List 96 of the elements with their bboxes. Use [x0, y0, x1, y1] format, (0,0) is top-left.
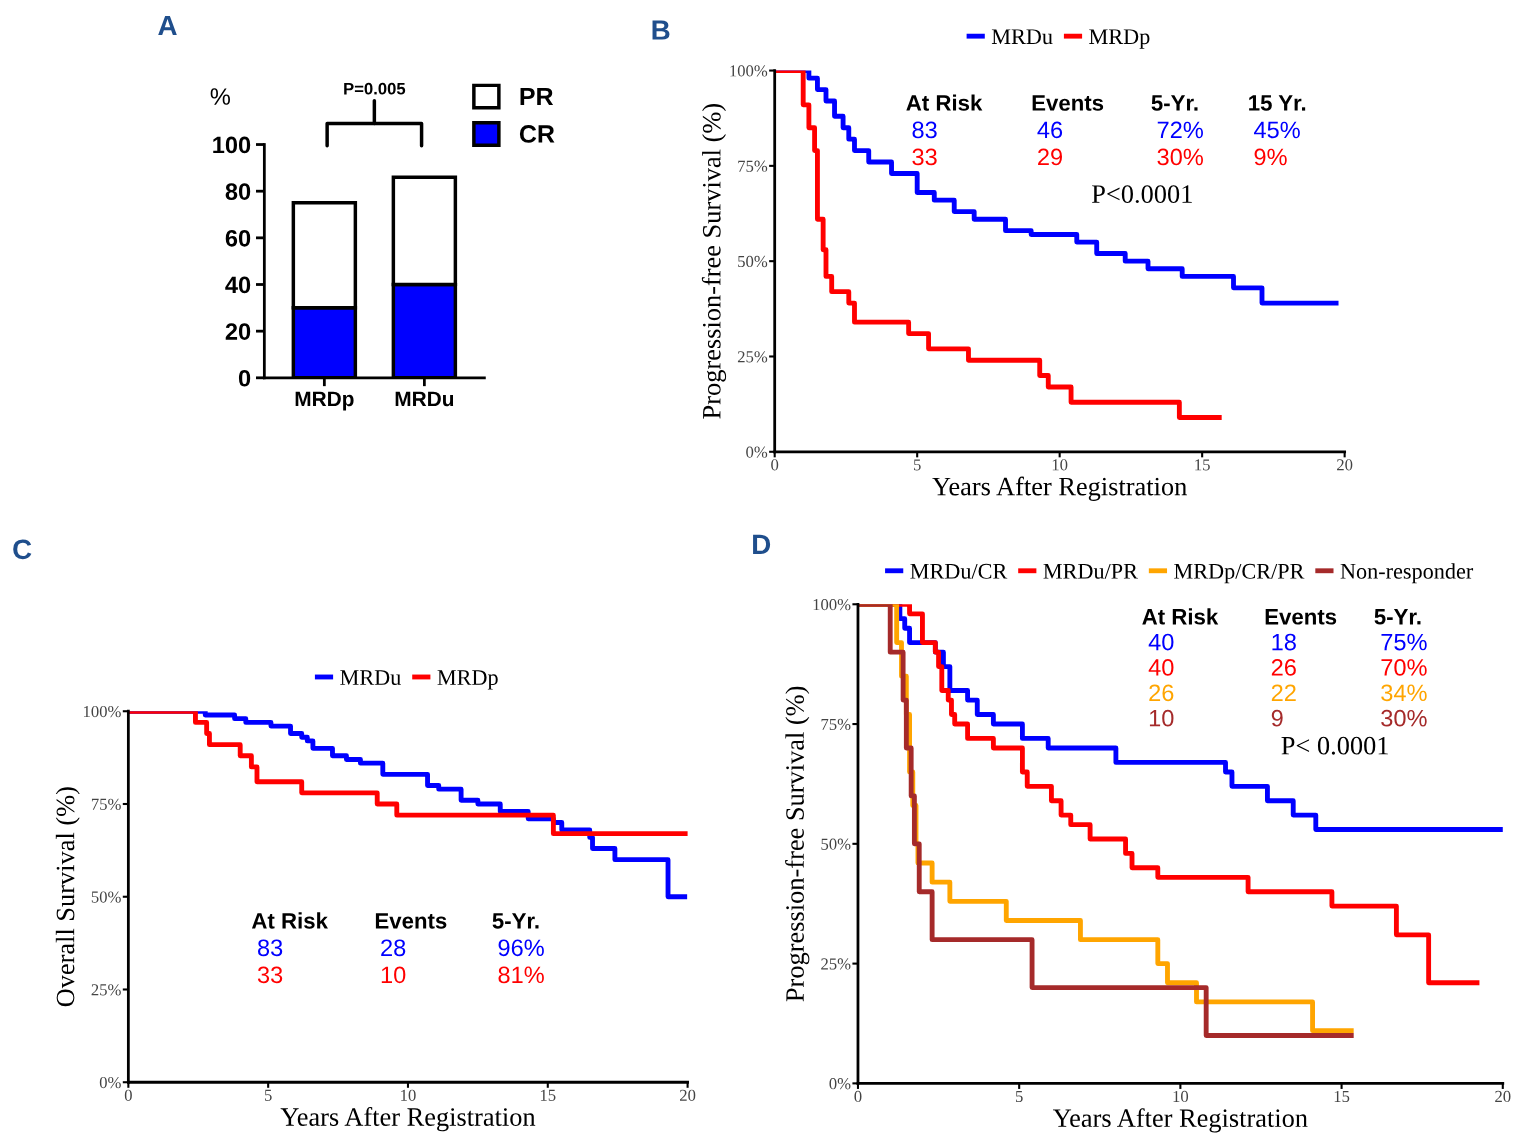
annotation: Events [1032, 95, 1104, 111]
y-tick-label: 40 [225, 276, 251, 294]
x-axis-title: Years After Registration [932, 476, 1187, 501]
annotation: 33 [257, 966, 283, 984]
y-tick-label: 0% [829, 1078, 851, 1090]
x-tick-label: 20 [1337, 459, 1353, 471]
annotation: 5-Yr. [1151, 95, 1198, 111]
annotation: Events [375, 913, 447, 929]
y-tick-label: 75% [821, 718, 851, 731]
y-axis-title: % [210, 88, 230, 105]
y-tick-label: 50% [821, 838, 851, 850]
y-tick-label: 25% [821, 958, 851, 970]
text: P=0.005 [344, 82, 406, 95]
chart-title: A [158, 15, 177, 36]
annotation: 15 Yr. [1249, 95, 1306, 111]
x-tick-label: 0 [854, 1090, 862, 1103]
x-tick-label: 5 [913, 459, 921, 471]
x-tick-label: 5 [264, 1089, 272, 1101]
x-tick-label: 15 [1195, 459, 1210, 471]
annotation: P<0.0001 [1092, 185, 1192, 204]
y-tick-label: 20 [225, 323, 251, 340]
annotation: 26 [1149, 684, 1174, 702]
annotation: 9% [1254, 148, 1287, 166]
y-tick-label: 60 [225, 229, 251, 247]
x-tick-label: 0 [771, 459, 779, 471]
annotation: 81% [498, 966, 544, 984]
chart-title: C [13, 539, 32, 560]
y-tick-label: 80 [225, 183, 251, 200]
y-tick-label: 75% [91, 798, 121, 810]
annotation: 83 [258, 939, 283, 957]
annotation: 96% [498, 939, 544, 957]
annotation: 75% [1381, 633, 1427, 651]
y-tick-label: 100% [813, 598, 851, 611]
legend-label: MRDu/PR [1043, 563, 1138, 579]
y-tick-label: 25% [91, 984, 121, 996]
y-tick-label: 25% [737, 351, 768, 363]
annotation: 30% [1157, 148, 1203, 166]
annotation: 46 [1037, 121, 1063, 139]
x-tick-label: 15 [540, 1089, 556, 1101]
chart-title: D [753, 534, 771, 554]
x-tick-label: 20 [1495, 1090, 1511, 1103]
annotation: 10 [1149, 709, 1174, 727]
annotation: 28 [381, 939, 406, 957]
legend-label: MRDp [437, 670, 498, 690]
legend-label: MRDu [991, 29, 1053, 45]
annotation: 83 [912, 121, 937, 139]
annotation: 5-Yr. [492, 913, 539, 929]
annotation: 26 [1271, 659, 1296, 676]
x-axis-title: Years After Registration [280, 1107, 536, 1132]
legend-label: MRDu/CR [910, 563, 1008, 579]
annotation: At Risk [251, 912, 328, 929]
legend-label: MRDp [1089, 29, 1150, 49]
annotation: Events [1265, 609, 1337, 625]
y-tick-label: 75% [738, 160, 768, 172]
y-axis-title: Overall Survival (%) [55, 787, 80, 1007]
chart-title: B [652, 20, 670, 40]
x-tick-label: 10 [401, 1089, 416, 1101]
annotation: 18 [1272, 633, 1296, 651]
annotation: 29 [1038, 148, 1063, 166]
x-tick-label: 10 [1052, 459, 1068, 471]
y-tick-label: 0% [746, 446, 768, 458]
y-tick-label: 100% [83, 705, 121, 718]
annotation: P< 0.0001 [1281, 736, 1388, 755]
annotation: 9 [1271, 709, 1283, 727]
annotation: 22 [1271, 684, 1296, 701]
annotation: 72% [1157, 121, 1203, 139]
legend-label: MRDp/CR/PR [1174, 563, 1305, 584]
x-tick-label: 0 [124, 1089, 132, 1101]
annotation: 10 [381, 966, 406, 984]
y-tick-label: 0 [238, 369, 251, 387]
x-tick-label: 20 [680, 1089, 696, 1101]
annotation: 33 [912, 148, 937, 166]
legend-label: MRDu [340, 670, 401, 685]
annotation: 40 [1148, 633, 1174, 651]
x-tick-label: 10 [1173, 1090, 1189, 1103]
y-tick-label: 50% [91, 891, 121, 903]
y-axis-title: Progression-free Survival (%) [785, 686, 810, 1002]
legend-label: PR [520, 87, 554, 106]
y-tick-label: 100 [213, 136, 251, 154]
annotation: 5-Yr. [1374, 609, 1421, 625]
legend-label: CR [519, 125, 555, 143]
annotation: At Risk [1142, 608, 1219, 625]
annotation: 40 [1148, 659, 1174, 676]
y-axis-title: Progression-free Survival (%) [701, 104, 727, 419]
x-axis-title: Years After Registration [1053, 1108, 1308, 1133]
y-tick-label: 100% [730, 65, 768, 77]
annotation: 70% [1381, 659, 1427, 676]
legend-label: Non-responder [1340, 563, 1474, 584]
y-tick-label: 50% [738, 255, 768, 268]
annotation: At Risk [906, 94, 983, 111]
y-tick-label: 0% [99, 1076, 121, 1089]
annotation: 45% [1253, 121, 1300, 139]
annotation: 34% [1381, 684, 1427, 702]
x-tick-label: 15 [1334, 1090, 1350, 1103]
x-tick-label: 5 [1015, 1090, 1023, 1103]
annotation: 30% [1381, 709, 1427, 727]
